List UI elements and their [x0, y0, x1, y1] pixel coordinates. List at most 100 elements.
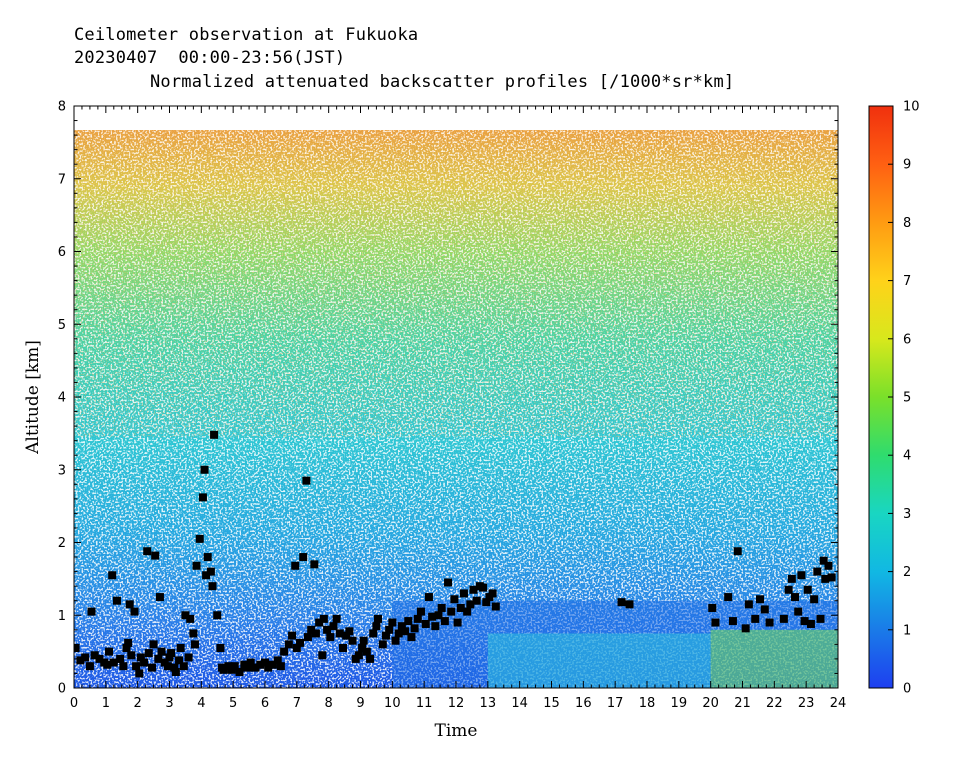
cloud-base-point	[195, 534, 204, 543]
cloud-base-point	[189, 629, 198, 638]
cloud-base-point	[824, 561, 833, 570]
cloud-base-point	[125, 600, 134, 609]
x-tick-label: 21	[734, 696, 751, 711]
cloud-base-point	[378, 640, 387, 649]
cloud-base-point	[315, 618, 324, 627]
cloud-base-point	[292, 643, 301, 652]
cloud-base-point	[453, 618, 462, 627]
cloud-base-point	[385, 625, 394, 634]
cloud-base-point	[765, 618, 774, 627]
cloud-base-point	[171, 667, 180, 676]
x-tick-label: 10	[384, 696, 401, 711]
colorbar-tick-label: 0	[903, 682, 911, 697]
chart-title-line-3: Normalized attenuated backscatter profil…	[150, 72, 735, 92]
y-tick-label: 1	[58, 609, 66, 624]
cloud-base-point	[90, 651, 99, 660]
cloud-base-point	[198, 493, 207, 502]
x-tick-label: 1	[102, 696, 110, 711]
cloud-base-point	[127, 651, 136, 660]
cloud-base-point	[434, 611, 443, 620]
y-tick-label: 6	[58, 245, 66, 260]
cloud-base-point	[151, 551, 160, 560]
x-axis-title: Time	[435, 721, 478, 741]
cloud-base-point	[428, 612, 437, 621]
cloud-base-point	[181, 611, 190, 620]
cloud-base-point	[794, 607, 803, 616]
x-tick-label: 0	[70, 696, 78, 711]
x-tick-label: 12	[448, 696, 465, 711]
cloud-base-point	[235, 667, 244, 676]
x-tick-label: 7	[293, 696, 301, 711]
cloud-base-point	[230, 662, 239, 671]
cloud-base-point	[291, 561, 300, 570]
cloud-base-point	[206, 567, 215, 576]
cloud-base-point	[728, 617, 737, 626]
cloud-base-point	[617, 598, 626, 607]
cloud-base-point	[466, 600, 475, 609]
cloud-base-point	[469, 585, 478, 594]
cloud-base-point	[821, 574, 830, 583]
cloud-base-point	[803, 585, 812, 594]
x-tick-label: 19	[671, 696, 688, 711]
cloud-base-point	[124, 638, 133, 647]
cloud-base-point	[74, 643, 80, 652]
cloud-base-point	[95, 654, 104, 663]
cloud-base-point	[358, 643, 367, 652]
colorbar-tick-label: 4	[903, 449, 911, 464]
cloud-base-point	[797, 571, 806, 580]
cloud-base-point	[200, 465, 209, 474]
y-tick-label: 5	[58, 318, 66, 333]
colorbar-tick-label: 3	[903, 507, 911, 522]
cloud-base-point	[268, 660, 277, 669]
cloud-base-point	[284, 640, 293, 649]
cloud-base-point	[170, 663, 179, 672]
cloud-base-point	[165, 653, 174, 662]
x-tick-label: 3	[165, 696, 173, 711]
cloud-base-point	[302, 476, 311, 485]
cloud-base-point	[391, 636, 400, 645]
cloud-base-point	[203, 553, 212, 562]
cloud-base-point	[450, 595, 459, 604]
cloud-base-point	[154, 654, 163, 663]
cloud-base-point	[310, 560, 319, 569]
colorbar-tick-label: 10	[903, 100, 920, 115]
backscatter-heatmap	[74, 130, 838, 688]
cloud-base-point	[756, 595, 765, 604]
colorbar-tick-label: 9	[903, 158, 911, 173]
cloud-base-point	[431, 622, 440, 631]
y-tick-label: 2	[58, 536, 66, 551]
cloud-base-point	[366, 654, 375, 663]
colorbar-tick-label: 5	[903, 391, 911, 406]
cloud-base-point	[243, 663, 252, 672]
cloud-base-point	[751, 614, 760, 623]
cloud-base-point	[149, 640, 158, 649]
cloud-base-point	[179, 662, 188, 671]
x-tick-label: 23	[798, 696, 815, 711]
cloud-base-point	[167, 649, 176, 658]
cloud-base-point	[109, 658, 118, 667]
cloud-base-point	[175, 656, 184, 665]
cloud-base-point	[724, 593, 733, 602]
cloud-base-point	[472, 596, 481, 605]
cloud-base-point	[410, 624, 419, 633]
cloud-base-point	[784, 585, 793, 594]
cloud-base-point	[296, 638, 305, 647]
x-tick-label: 8	[325, 696, 333, 711]
cloud-base-point	[359, 636, 368, 645]
cloud-base-point	[87, 607, 96, 616]
cloud-base-point	[482, 598, 491, 607]
plot-axes: 0 1 2 3 4 5 6 7 8 9 10 11 12 13 14 15 16 17 18 19 20 21 22 23 24…	[58, 100, 847, 712]
heatmap-upper-speckle	[74, 130, 838, 437]
cloud-base-point	[276, 662, 285, 671]
colorbar-tick-label: 2	[903, 565, 911, 580]
x-tick-label: 11	[416, 696, 433, 711]
cloud-base-point	[362, 647, 371, 656]
cloud-base-point	[303, 633, 312, 642]
cloud-base-point	[326, 633, 335, 642]
cloud-base-point	[401, 627, 410, 636]
cloud-base-point	[345, 627, 354, 636]
cloud-base-point	[440, 617, 449, 626]
cloud-base-point	[800, 617, 809, 626]
x-tick-label: 20	[702, 696, 719, 711]
cloud-base-point	[338, 643, 347, 652]
